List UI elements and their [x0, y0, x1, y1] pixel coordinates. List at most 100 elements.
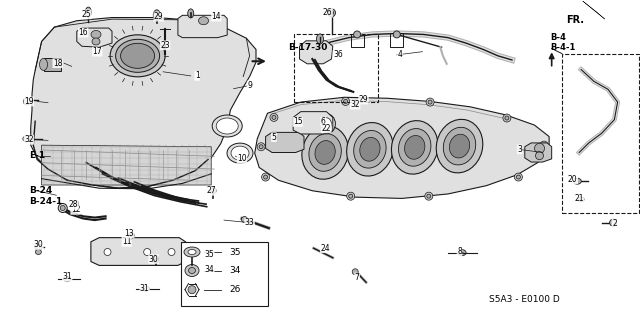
Ellipse shape — [449, 134, 470, 158]
Polygon shape — [293, 112, 333, 134]
Ellipse shape — [342, 97, 349, 106]
Text: 26: 26 — [229, 285, 241, 294]
Text: 6: 6 — [321, 117, 326, 126]
Bar — [562, 54, 639, 213]
Ellipse shape — [505, 116, 509, 120]
Text: 26: 26 — [323, 8, 333, 17]
Polygon shape — [42, 145, 211, 185]
Ellipse shape — [330, 11, 333, 15]
Text: 9: 9 — [247, 81, 252, 90]
Ellipse shape — [104, 249, 111, 256]
Ellipse shape — [315, 141, 335, 164]
Ellipse shape — [270, 113, 278, 122]
Polygon shape — [44, 58, 61, 71]
Text: E-1: E-1 — [29, 151, 45, 160]
Text: 11: 11 — [122, 237, 131, 246]
Bar — [181, 242, 268, 306]
Text: 28: 28 — [69, 200, 78, 209]
Text: 33: 33 — [244, 218, 255, 227]
Polygon shape — [31, 18, 256, 188]
Text: 23: 23 — [160, 41, 170, 50]
Polygon shape — [77, 28, 112, 47]
Text: 30: 30 — [33, 241, 44, 249]
Ellipse shape — [152, 255, 159, 263]
Text: 34: 34 — [229, 266, 241, 275]
Ellipse shape — [573, 178, 581, 184]
Ellipse shape — [188, 249, 196, 255]
Ellipse shape — [262, 173, 269, 181]
Ellipse shape — [328, 9, 335, 17]
Polygon shape — [525, 143, 552, 162]
Ellipse shape — [241, 217, 248, 222]
Ellipse shape — [426, 98, 434, 106]
Ellipse shape — [264, 175, 268, 179]
Text: 2: 2 — [612, 219, 617, 228]
Polygon shape — [91, 238, 186, 265]
Ellipse shape — [143, 286, 149, 291]
Text: 36: 36 — [333, 50, 343, 59]
Text: 10: 10 — [237, 154, 247, 163]
Ellipse shape — [536, 152, 543, 160]
Text: 35: 35 — [204, 250, 214, 259]
Text: 34: 34 — [204, 265, 214, 274]
Ellipse shape — [347, 192, 355, 200]
Ellipse shape — [23, 136, 31, 142]
Text: 1: 1 — [195, 71, 200, 80]
Text: 12: 12 — [71, 205, 80, 214]
Ellipse shape — [309, 134, 341, 171]
Ellipse shape — [210, 188, 216, 194]
Ellipse shape — [392, 121, 438, 174]
Ellipse shape — [516, 175, 520, 179]
Ellipse shape — [60, 205, 65, 211]
Text: B-17-30: B-17-30 — [288, 43, 328, 52]
Text: B-24-1: B-24-1 — [29, 197, 62, 206]
Ellipse shape — [610, 219, 616, 226]
Text: 25: 25 — [81, 10, 92, 19]
Text: S5A3 - E0100 D: S5A3 - E0100 D — [490, 295, 560, 304]
Ellipse shape — [168, 249, 175, 256]
Ellipse shape — [231, 146, 249, 160]
Ellipse shape — [212, 115, 242, 137]
Text: B-4-1: B-4-1 — [550, 43, 576, 52]
Ellipse shape — [349, 194, 353, 198]
Ellipse shape — [317, 34, 323, 44]
Ellipse shape — [344, 100, 348, 103]
Text: 19: 19 — [24, 97, 34, 106]
Text: 18: 18 — [53, 59, 62, 68]
Ellipse shape — [110, 35, 165, 77]
Ellipse shape — [317, 114, 335, 134]
Ellipse shape — [534, 143, 545, 153]
Ellipse shape — [85, 7, 92, 17]
Ellipse shape — [227, 143, 253, 163]
Ellipse shape — [92, 38, 100, 45]
Text: 13: 13 — [124, 229, 134, 238]
Ellipse shape — [198, 17, 209, 25]
Ellipse shape — [427, 194, 431, 198]
Polygon shape — [255, 97, 549, 198]
Ellipse shape — [35, 249, 42, 255]
Text: 31: 31 — [140, 284, 150, 293]
Text: 32: 32 — [24, 135, 34, 144]
Ellipse shape — [425, 192, 433, 200]
Ellipse shape — [354, 130, 386, 168]
Text: 5: 5 — [271, 133, 276, 142]
Ellipse shape — [436, 119, 483, 173]
Text: 24: 24 — [320, 244, 330, 253]
Ellipse shape — [515, 173, 522, 181]
Text: B-24: B-24 — [29, 186, 52, 195]
Ellipse shape — [302, 126, 348, 179]
Ellipse shape — [394, 31, 400, 38]
Ellipse shape — [428, 100, 432, 104]
Ellipse shape — [58, 204, 67, 212]
Text: 30: 30 — [148, 255, 159, 263]
Text: 35: 35 — [229, 248, 241, 256]
Polygon shape — [178, 15, 227, 38]
Ellipse shape — [216, 118, 238, 134]
Text: 32: 32 — [350, 100, 360, 109]
Ellipse shape — [188, 9, 194, 18]
Ellipse shape — [257, 143, 265, 151]
Ellipse shape — [72, 201, 79, 206]
Text: 17: 17 — [92, 47, 102, 56]
Text: 21: 21 — [575, 194, 584, 203]
Ellipse shape — [354, 31, 360, 38]
